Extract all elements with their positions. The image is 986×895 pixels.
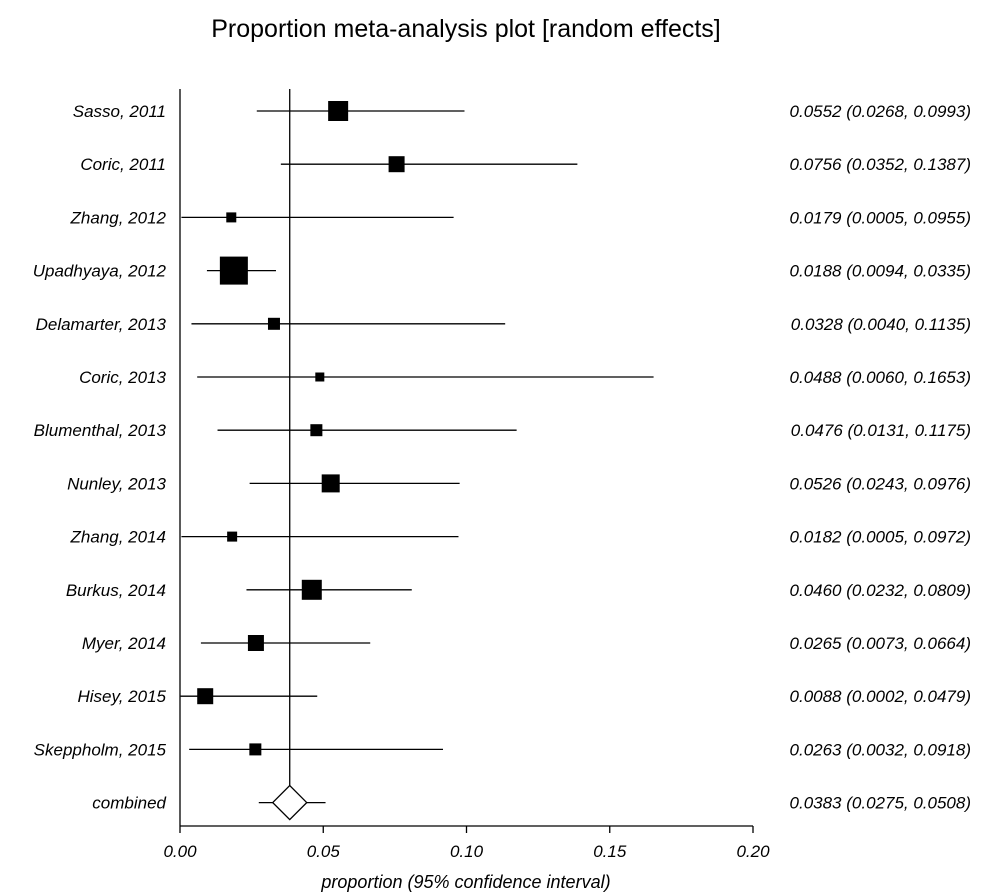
ci-text: 0.0182 (0.0005, 0.0972) bbox=[790, 528, 971, 547]
combined-ci-text: 0.0383 (0.0275, 0.0508) bbox=[790, 794, 971, 813]
estimate-square bbox=[267, 317, 280, 330]
estimate-square bbox=[328, 101, 349, 121]
study-label: Blumenthal, 2013 bbox=[34, 421, 167, 440]
study-row: Delamarter, 2013 0.0328 (0.0040, 0.1135) bbox=[36, 315, 971, 334]
study-label: Sasso, 2011 bbox=[73, 102, 166, 121]
study-label: Delamarter, 2013 bbox=[36, 315, 167, 334]
estimate-square bbox=[219, 256, 248, 285]
study-row: Zhang, 2014 0.0182 (0.0005, 0.0972) bbox=[70, 528, 971, 547]
study-row: Coric, 2011 0.0756 (0.0352, 0.1387) bbox=[80, 155, 971, 174]
study-label: Coric, 2011 bbox=[80, 155, 166, 174]
study-row: Sasso, 2011 0.0552 (0.0268, 0.0993) bbox=[73, 101, 971, 121]
study-label: Zhang, 2012 bbox=[70, 208, 167, 227]
ci-text: 0.0179 (0.0005, 0.0955) bbox=[790, 208, 971, 227]
study-label: Skeppholm, 2015 bbox=[34, 740, 167, 759]
study-label: Nunley, 2013 bbox=[67, 474, 166, 493]
ci-text: 0.0265 (0.0073, 0.0664) bbox=[790, 634, 971, 653]
x-tick-label: 0.00 bbox=[163, 842, 197, 861]
study-row: Hisey, 2015 0.0088 (0.0002, 0.0479) bbox=[77, 687, 971, 706]
study-label: Upadhyaya, 2012 bbox=[33, 262, 167, 281]
study-row: Burkus, 2014 0.0460 (0.0232, 0.0809) bbox=[66, 579, 971, 600]
x-tick-label: 0.20 bbox=[736, 842, 770, 861]
ci-text: 0.0263 (0.0032, 0.0918) bbox=[790, 740, 971, 759]
plot-marks: Sasso, 2011 0.0552 (0.0268, 0.0993) Coric,… bbox=[33, 101, 971, 821]
study-row: Upadhyaya, 2012 0.0188 (0.0094, 0.0335) bbox=[33, 256, 971, 285]
study-label: Coric, 2013 bbox=[79, 368, 166, 387]
x-tick-label: 0.15 bbox=[593, 842, 627, 861]
estimate-square bbox=[321, 474, 340, 493]
study-row: Nunley, 2013 0.0526 (0.0243, 0.0976) bbox=[67, 474, 971, 493]
estimate-square bbox=[247, 635, 264, 651]
study-label: Myer, 2014 bbox=[82, 634, 166, 653]
x-tick-label: 0.10 bbox=[450, 842, 484, 861]
chart-title: Proportion meta-analysis plot [random ef… bbox=[211, 15, 721, 43]
ci-text: 0.0460 (0.0232, 0.0809) bbox=[790, 581, 971, 600]
x-tick-label: 0.05 bbox=[307, 842, 341, 861]
estimate-square bbox=[227, 531, 238, 542]
study-row: Myer, 2014 0.0265 (0.0073, 0.0664) bbox=[82, 634, 971, 653]
ci-text: 0.0526 (0.0243, 0.0976) bbox=[790, 474, 971, 493]
study-row: Skeppholm, 2015 0.0263 (0.0032, 0.0918) bbox=[34, 740, 971, 759]
combined-diamond bbox=[271, 784, 308, 821]
estimate-square bbox=[310, 424, 323, 437]
estimate-square bbox=[315, 372, 325, 382]
study-row: Blumenthal, 2013 0.0476 (0.0131, 0.1175) bbox=[34, 421, 971, 440]
study-label: Hisey, 2015 bbox=[77, 687, 166, 706]
study-label: Zhang, 2014 bbox=[70, 528, 166, 547]
ci-text: 0.0328 (0.0040, 0.1135) bbox=[791, 315, 971, 334]
combined-row: combined 0.0383 (0.0275, 0.0508) bbox=[92, 784, 971, 821]
ci-text: 0.0488 (0.0060, 0.1653) bbox=[790, 368, 971, 387]
ci-text: 0.0476 (0.0131, 0.1175) bbox=[791, 421, 971, 440]
ci-text: 0.0188 (0.0094, 0.0335) bbox=[790, 262, 971, 281]
ci-text: 0.0088 (0.0002, 0.0479) bbox=[790, 687, 971, 706]
ci-text: 0.0756 (0.0352, 0.1387) bbox=[790, 155, 971, 174]
estimate-square bbox=[197, 688, 214, 705]
study-row: Coric, 2013 0.0488 (0.0060, 0.1653) bbox=[79, 368, 971, 387]
study-row: Zhang, 2012 0.0179 (0.0005, 0.0955) bbox=[70, 208, 971, 227]
study-label: Burkus, 2014 bbox=[66, 581, 166, 600]
ci-text: 0.0552 (0.0268, 0.0993) bbox=[790, 102, 971, 121]
combined-label: combined bbox=[92, 794, 166, 813]
x-axis-label: proportion (95% confidence interval) bbox=[320, 872, 610, 892]
estimate-square bbox=[226, 212, 237, 223]
estimate-square bbox=[301, 579, 322, 600]
estimate-square bbox=[249, 743, 262, 756]
estimate-square bbox=[388, 156, 405, 173]
